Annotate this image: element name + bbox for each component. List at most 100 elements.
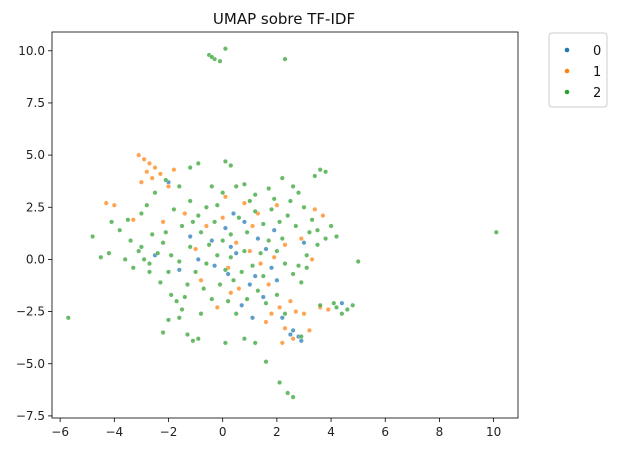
- x-tick-label: −4: [105, 425, 123, 439]
- point-series-2-79: [258, 250, 264, 256]
- point-series-2-59: [152, 190, 158, 196]
- point-series-1-10: [111, 202, 117, 208]
- y-tick-label: 0.0: [26, 252, 45, 266]
- point-series-2-52: [228, 162, 234, 168]
- point-series-1-38: [130, 217, 136, 223]
- point-series-1-24: [203, 223, 209, 229]
- point-series-0-5: [228, 244, 234, 250]
- point-series-2-121: [233, 183, 239, 189]
- point-series-2-24: [241, 336, 247, 342]
- point-series-2-73: [206, 242, 212, 248]
- point-series-0-2: [260, 294, 266, 300]
- point-series-2-90: [260, 221, 266, 227]
- point-series-2-4: [222, 46, 228, 52]
- point-series-0-6: [247, 282, 253, 288]
- point-series-1-7: [144, 169, 150, 175]
- point-series-1-26: [228, 290, 234, 296]
- point-series-0-3: [287, 332, 293, 338]
- x-tick-label: 6: [381, 425, 389, 439]
- point-series-1-28: [312, 206, 318, 212]
- point-series-2-83: [290, 271, 296, 277]
- point-series-2-120: [220, 190, 226, 196]
- point-series-2-106: [201, 286, 207, 292]
- point-series-2-102: [163, 229, 169, 235]
- point-series-2-8: [90, 233, 96, 239]
- point-series-2-17: [190, 338, 196, 344]
- point-series-1-40: [222, 194, 228, 200]
- point-series-2-74: [214, 252, 220, 258]
- point-series-2-103: [155, 250, 161, 256]
- point-series-2-66: [138, 244, 144, 250]
- point-series-2-92: [244, 229, 250, 235]
- point-series-1-21: [241, 200, 247, 206]
- point-series-2-72: [198, 229, 204, 235]
- y-tick-label: 5.0: [26, 148, 45, 162]
- series-2: [65, 46, 499, 400]
- point-series-2-13: [146, 269, 152, 275]
- point-series-1-0: [136, 152, 142, 158]
- point-series-2-85: [304, 265, 310, 271]
- x-tick-label: 10: [486, 425, 501, 439]
- point-series-2-10: [106, 250, 112, 256]
- point-series-2-53: [222, 158, 228, 164]
- point-series-2-36: [331, 300, 337, 306]
- point-series-1-33: [214, 304, 220, 310]
- point-series-2-51: [241, 181, 247, 187]
- point-series-2-48: [287, 198, 293, 204]
- point-series-0-13: [187, 233, 193, 239]
- point-series-1-42: [198, 277, 204, 283]
- point-series-1-3: [152, 165, 158, 171]
- point-series-2-38: [334, 233, 340, 239]
- point-series-1-20: [306, 327, 312, 333]
- legend-marker-1: [564, 68, 570, 74]
- point-series-2-108: [217, 282, 223, 288]
- point-series-1-19: [301, 311, 307, 317]
- point-series-0-0: [233, 250, 239, 256]
- point-series-0-15: [263, 246, 269, 252]
- point-series-2-46: [279, 175, 285, 181]
- point-series-0-24: [301, 240, 307, 246]
- point-series-1-36: [182, 210, 188, 216]
- point-series-2-130: [130, 265, 136, 271]
- point-series-0-22: [274, 277, 280, 283]
- point-series-1-35: [258, 261, 264, 267]
- x-tick-label: 4: [327, 425, 335, 439]
- point-series-1-16: [263, 319, 269, 325]
- point-series-2-81: [274, 248, 280, 254]
- point-series-0-14: [241, 219, 247, 225]
- legend-marker-2: [564, 89, 570, 95]
- point-series-2-3: [209, 54, 215, 60]
- point-series-2-41: [315, 242, 321, 248]
- point-series-2-96: [212, 219, 218, 225]
- point-series-2-89: [269, 206, 275, 212]
- point-series-2-49: [266, 185, 272, 191]
- point-series-2-58: [163, 177, 169, 183]
- point-series-2-39: [328, 223, 334, 229]
- point-series-2-114: [274, 292, 280, 298]
- point-series-2-78: [249, 263, 255, 269]
- point-series-1-41: [274, 202, 280, 208]
- point-series-2-125: [301, 204, 307, 210]
- point-series-2-27: [277, 380, 283, 386]
- point-series-2-128: [304, 252, 310, 258]
- point-series-1-1: [141, 156, 147, 162]
- point-series-2-110: [233, 311, 239, 317]
- point-series-2-91: [252, 208, 258, 214]
- point-series-1-14: [277, 304, 283, 310]
- point-series-2-135: [260, 273, 266, 279]
- point-series-2-21: [160, 330, 166, 336]
- point-series-1-39: [298, 236, 304, 242]
- point-series-2-105: [193, 269, 199, 275]
- point-series-1-18: [290, 336, 296, 342]
- point-series-2-64: [109, 219, 115, 225]
- chart-title: UMAP sobre TF-IDF: [213, 10, 355, 28]
- point-series-2-11: [122, 256, 128, 262]
- x-tick-label: −6: [51, 425, 69, 439]
- legend: 0 1 2: [548, 32, 608, 108]
- point-series-1-4: [157, 171, 163, 177]
- point-series-2-139: [279, 236, 285, 242]
- y-axis: −7.5 −5.0 −2.5 0.0 2.5 5.0 7.5 10.0: [16, 44, 52, 423]
- point-series-2-87: [285, 213, 291, 219]
- point-series-1-27: [271, 254, 277, 260]
- legend-label-0: 0: [593, 44, 601, 59]
